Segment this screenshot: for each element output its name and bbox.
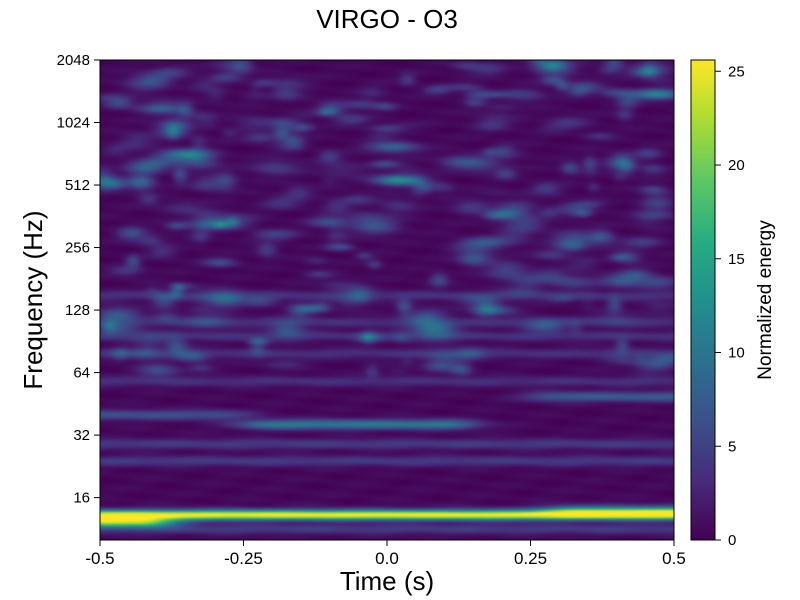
y-tick-label: 1024	[57, 115, 90, 132]
colorbar-tick-label: 25	[728, 63, 745, 80]
y-tick-label: 32	[73, 427, 90, 444]
chart-title: VIRGO - O3	[316, 4, 458, 34]
y-tick-label: 64	[73, 365, 90, 382]
colorbar-tick-label: 5	[728, 438, 736, 455]
colorbar-tick-label: 20	[728, 157, 745, 174]
colorbar: 0 5 10 15 20 25 Normalized energy	[690, 59, 776, 549]
colorbar-ticks: 0 5 10 15 20 25	[715, 63, 745, 549]
y-tick-label: 128	[65, 302, 90, 319]
colorbar-tick-label: 0	[728, 532, 736, 549]
y-axis-label: Frequency (Hz)	[18, 210, 48, 389]
x-axis-label: Time (s)	[340, 566, 434, 596]
y-axis: 16 32 64 128 256 512 1024 2048	[57, 52, 100, 507]
x-axis: -0.5 -0.25 0.0 0.25 0.5	[85, 540, 686, 568]
x-tick-label: 0.5	[662, 549, 686, 568]
heatmap-canvas	[100, 60, 674, 540]
y-tick-label: 256	[65, 240, 90, 257]
plot-area	[99, 59, 675, 541]
y-tick-label: 16	[73, 490, 90, 507]
x-tick-label: -0.25	[224, 549, 263, 568]
colorbar-tick-label: 10	[728, 345, 745, 362]
colorbar-label: Normalized energy	[755, 220, 776, 380]
colorbar-frame	[690, 59, 716, 541]
colorbar-gradient	[691, 60, 715, 540]
y-tick-label: 512	[65, 177, 90, 194]
x-tick-label: 0.0	[375, 549, 399, 568]
x-tick-label: 0.25	[514, 549, 547, 568]
x-tick-label: -0.5	[85, 549, 114, 568]
colorbar-tick-label: 15	[728, 251, 745, 268]
y-tick-label: 2048	[57, 52, 90, 69]
